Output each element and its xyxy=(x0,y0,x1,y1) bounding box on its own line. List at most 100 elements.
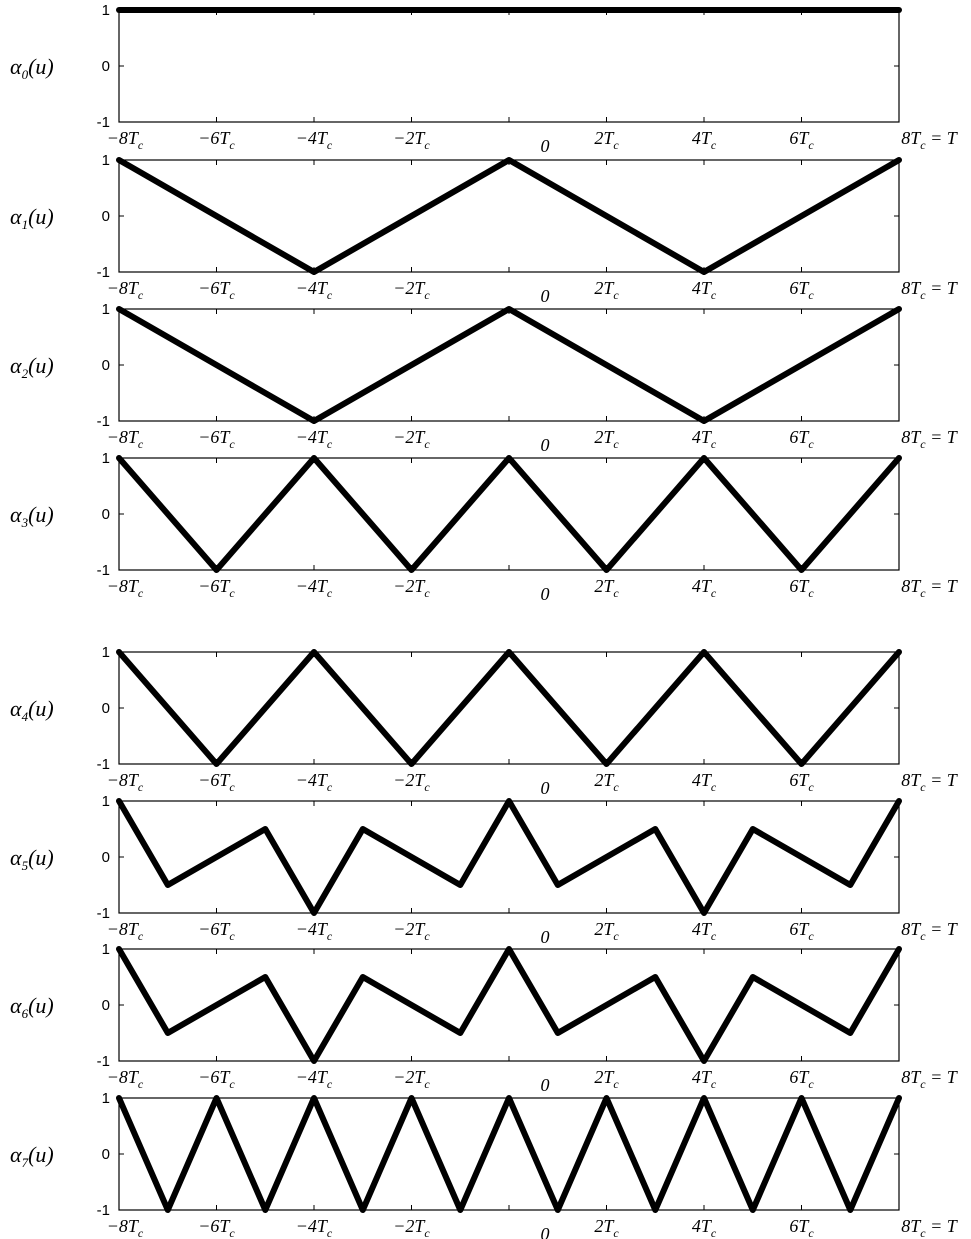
y-axis-label-3: α3(u) xyxy=(10,502,54,530)
x-tick-label-0-1: −6Tc xyxy=(198,128,235,152)
x-tick-label-7-2: −4Tc xyxy=(296,1216,333,1239)
x-tick-label-6-4: 0 xyxy=(541,1075,550,1095)
x-tick-label-3-6: 4Tc xyxy=(692,576,717,600)
x-tick-label-6-0: −8Tc xyxy=(107,1067,144,1091)
y-tick-label-6-0: 1 xyxy=(102,941,110,958)
x-tick-label-1-0: −8Tc xyxy=(107,278,144,302)
y-tick-label-2-0: 1 xyxy=(102,301,110,318)
x-tick-label-5-4: 0 xyxy=(541,927,550,947)
x-tick-label-6-8: 8Tc = T xyxy=(901,1067,958,1091)
series-line-5 xyxy=(116,798,902,916)
y-axis-label-5: α5(u) xyxy=(10,845,54,873)
y-tick-label-6-1: 0 xyxy=(102,997,110,1014)
panel-4: 1 0 -1−8Tc −6Tc −4Tc −2Tc 0 2Tc 4Tc 6Tc 8Tc = T α4(… xyxy=(10,644,959,798)
x-tick-label-7-7: 6Tc xyxy=(789,1216,814,1239)
panel-7: 1 0 -1−8Tc −6Tc −4Tc −2Tc 0 2Tc 4Tc 6Tc 8Tc = T α7(… xyxy=(10,1090,959,1239)
x-tick-label-0-6: 4Tc xyxy=(692,128,717,152)
plot-frame-5 xyxy=(118,800,900,914)
x-tick-label-4-6: 4Tc xyxy=(692,770,717,794)
y-tick-label-0-1: 0 xyxy=(102,58,110,75)
x-tick-label-2-4: 0 xyxy=(541,435,550,455)
panel-0: 1 0 -1−8Tc −6Tc −4Tc −2Tc 0 2Tc 4Tc 6Tc 8Tc = T α0(… xyxy=(10,2,959,156)
x-tick-label-6-2: −4Tc xyxy=(296,1067,333,1091)
y-tick-label-3-2: -1 xyxy=(97,562,110,579)
y-tick-label-7-0: 1 xyxy=(102,1090,110,1107)
panel-1: 1 0 -1−8Tc −6Tc −4Tc −2Tc 0 2Tc 4Tc 6Tc 8Tc = T α1(… xyxy=(10,152,959,306)
y-tick-label-0-2: -1 xyxy=(97,114,110,131)
x-tick-label-7-5: 2Tc xyxy=(594,1216,619,1239)
x-tick-label-5-2: −4Tc xyxy=(296,919,333,943)
x-tick-label-4-8: 8Tc = T xyxy=(901,770,958,794)
x-tick-label-6-7: 6Tc xyxy=(789,1067,814,1091)
x-tick-label-1-8: 8Tc = T xyxy=(901,278,958,302)
x-tick-label-4-5: 2Tc xyxy=(594,770,619,794)
panel-3: 1 0 -1−8Tc −6Tc −4Tc −2Tc 0 2Tc 4Tc 6Tc 8Tc = T α3(… xyxy=(10,450,959,604)
x-tick-label-3-2: −4Tc xyxy=(296,576,333,600)
x-tick-label-1-7: 6Tc xyxy=(789,278,814,302)
series-line-1 xyxy=(116,157,902,275)
x-tick-label-2-3: −2Tc xyxy=(393,427,430,451)
y-tick-label-3-1: 0 xyxy=(102,506,110,523)
y-axis-label-0: α0(u) xyxy=(10,54,54,82)
series-line-3 xyxy=(116,455,902,573)
x-tick-label-2-0: −8Tc xyxy=(107,427,144,451)
plot-frame-3 xyxy=(118,457,900,571)
x-tick-label-4-4: 0 xyxy=(541,778,550,798)
x-tick-label-5-1: −6Tc xyxy=(198,919,235,943)
x-tick-label-7-1: −6Tc xyxy=(198,1216,235,1239)
x-tick-label-5-7: 6Tc xyxy=(789,919,814,943)
panel-5: 1 0 -1−8Tc −6Tc −4Tc −2Tc 0 2Tc 4Tc 6Tc 8Tc = T α5(… xyxy=(10,793,959,947)
x-tick-label-7-8: 8Tc = T xyxy=(901,1216,958,1239)
y-tick-label-4-1: 0 xyxy=(102,700,110,717)
x-tick-label-2-6: 4Tc xyxy=(692,427,717,451)
y-tick-label-4-0: 1 xyxy=(102,644,110,661)
y-axis-label-7: α7(u) xyxy=(10,1142,54,1170)
x-tick-label-4-0: −8Tc xyxy=(107,770,144,794)
series-line-4 xyxy=(116,649,902,767)
plot-frame-4 xyxy=(118,651,900,765)
x-tick-label-4-3: −2Tc xyxy=(393,770,430,794)
series-line-6 xyxy=(116,946,902,1064)
x-tick-label-3-3: −2Tc xyxy=(393,576,430,600)
y-tick-label-1-2: -1 xyxy=(97,264,110,281)
x-tick-label-1-4: 0 xyxy=(541,286,550,306)
x-tick-label-7-6: 4Tc xyxy=(692,1216,717,1239)
x-tick-label-0-2: −4Tc xyxy=(296,128,333,152)
x-tick-label-4-1: −6Tc xyxy=(198,770,235,794)
y-tick-label-1-1: 0 xyxy=(102,208,110,225)
x-tick-label-7-4: 0 xyxy=(541,1224,550,1239)
y-tick-label-5-2: -1 xyxy=(97,905,110,922)
plot-frame-7 xyxy=(118,1097,900,1211)
x-tick-label-1-1: −6Tc xyxy=(198,278,235,302)
x-tick-label-2-8: 8Tc = T xyxy=(901,427,958,451)
series-line-7 xyxy=(116,1095,902,1213)
x-tick-label-7-3: −2Tc xyxy=(393,1216,430,1239)
y-tick-label-2-1: 0 xyxy=(102,357,110,374)
x-tick-label-4-7: 6Tc xyxy=(789,770,814,794)
x-tick-label-6-3: −2Tc xyxy=(393,1067,430,1091)
y-axis-label-1: α1(u) xyxy=(10,204,54,232)
plot-frame-0 xyxy=(118,9,900,123)
y-axis-label-4: α4(u) xyxy=(10,696,54,724)
x-tick-label-5-6: 4Tc xyxy=(692,919,717,943)
x-tick-label-0-0: −8Tc xyxy=(107,128,144,152)
x-tick-label-2-5: 2Tc xyxy=(594,427,619,451)
x-tick-label-5-8: 8Tc = T xyxy=(901,919,958,943)
x-tick-label-1-6: 4Tc xyxy=(692,278,717,302)
x-tick-label-2-1: −6Tc xyxy=(198,427,235,451)
y-tick-label-5-0: 1 xyxy=(102,793,110,810)
y-tick-label-3-0: 1 xyxy=(102,450,110,467)
y-tick-label-2-2: -1 xyxy=(97,413,110,430)
series-line-2 xyxy=(116,306,902,424)
x-tick-label-2-2: −4Tc xyxy=(296,427,333,451)
x-tick-label-0-5: 2Tc xyxy=(594,128,619,152)
x-tick-label-5-0: −8Tc xyxy=(107,919,144,943)
x-tick-label-4-2: −4Tc xyxy=(296,770,333,794)
x-tick-label-3-5: 2Tc xyxy=(594,576,619,600)
plot-frame-6 xyxy=(118,948,900,1062)
y-tick-label-4-2: -1 xyxy=(97,756,110,773)
x-tick-label-3-1: −6Tc xyxy=(198,576,235,600)
y-axis-label-6: α6(u) xyxy=(10,993,54,1021)
y-axis-label-2: α2(u) xyxy=(10,353,54,381)
x-tick-label-6-5: 2Tc xyxy=(594,1067,619,1091)
